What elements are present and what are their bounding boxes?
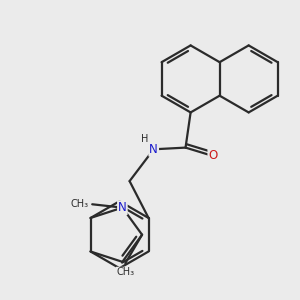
Text: CH₃: CH₃: [116, 267, 134, 277]
Text: N: N: [149, 143, 158, 156]
Text: H: H: [141, 134, 148, 144]
Text: CH₃: CH₃: [70, 199, 88, 209]
Text: O: O: [208, 149, 217, 163]
Text: N: N: [118, 201, 127, 214]
